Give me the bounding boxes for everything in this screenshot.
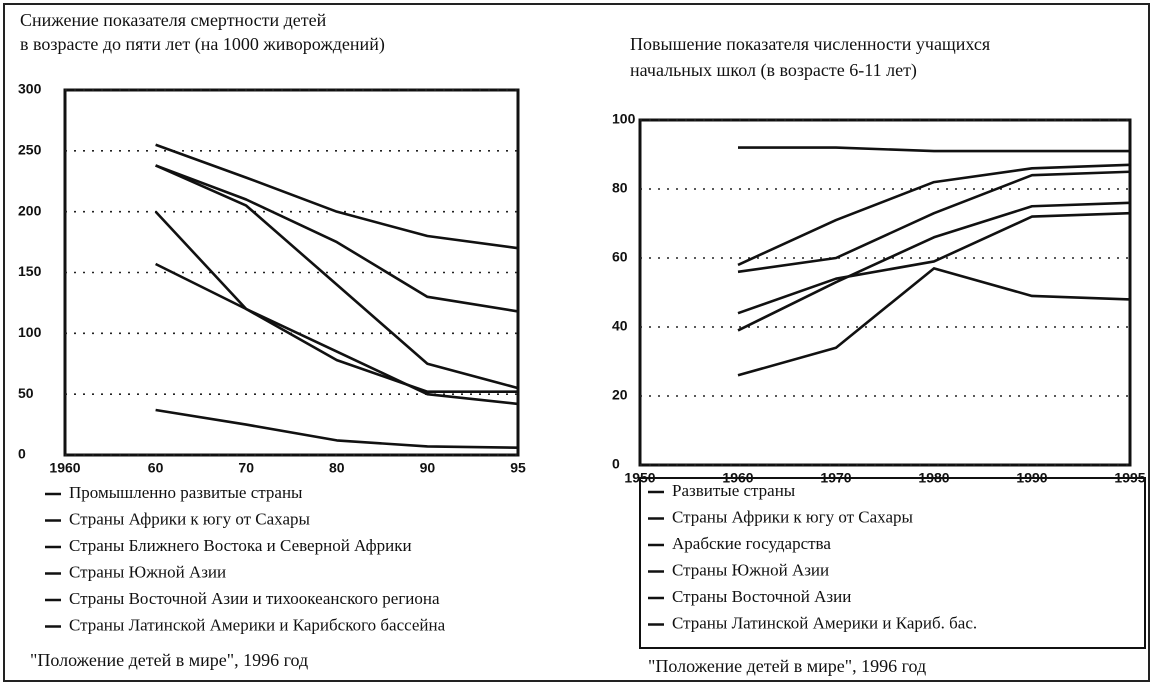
y-tick-label: 100	[612, 111, 636, 127]
legend-label: Арабские государства	[672, 534, 831, 553]
legend-label: Страны Африки к югу от Сахары	[69, 509, 311, 528]
legend-label: Страны Африки к югу от Сахары	[672, 507, 914, 526]
legend-label: Развитые страны	[672, 481, 796, 500]
series-line	[737, 201, 1131, 332]
y-tick-label: 0	[18, 446, 26, 462]
series-line	[155, 164, 519, 390]
legend-frame	[639, 477, 1146, 649]
source: "Положение детей в мире", 1996 год	[648, 656, 926, 676]
y-tick-label: 300	[18, 81, 42, 97]
legend-label: Страны Южной Азии	[672, 560, 829, 579]
x-tick-label: 1970	[820, 470, 851, 486]
y-tick-label: 40	[612, 318, 628, 334]
series-line	[737, 163, 1131, 267]
x-tick-label: 60	[148, 460, 164, 476]
x-tick-label: 1980	[918, 470, 949, 486]
y-tick-label: 100	[18, 324, 42, 340]
series-line	[737, 211, 1131, 315]
y-tick-label: 0	[612, 456, 620, 472]
y-tick-label: 80	[612, 180, 628, 196]
legend-label: Страны Латинской Америки и Кариб. бас.	[672, 613, 977, 632]
plot-frame	[638, 118, 1132, 467]
x-tick-label: 95	[510, 460, 526, 476]
chart-title: Повышение показателя численности учащихс…	[630, 34, 990, 54]
legend-label: Промышленно развитые страны	[69, 483, 303, 502]
series-line	[154, 210, 518, 394]
series-line	[155, 262, 519, 406]
x-tick-label: 70	[238, 460, 254, 476]
chart-title: начальных школ (в возрасте 6-11 лет)	[630, 60, 917, 81]
y-tick-label: 250	[18, 142, 42, 158]
legend-label: Страны Латинской Америки и Карибского ба…	[69, 615, 446, 634]
x-tick-label: 1990	[1016, 470, 1047, 486]
source: "Положение детей в мире", 1996 год	[30, 650, 308, 670]
series-line	[738, 146, 1130, 153]
chart-title: в возрасте до пяти лет (на 1000 живорожд…	[20, 34, 385, 55]
x-tick-label: 90	[420, 460, 436, 476]
legend-label: Страны Восточной Азии	[672, 587, 851, 606]
series-line	[155, 143, 519, 250]
legend-label: Страны Ближнего Востока и Северной Африк…	[69, 536, 412, 555]
legend-label: Страны Южной Азии	[69, 562, 226, 581]
y-tick-label: 60	[612, 249, 628, 265]
x-tick-label: 1995	[1114, 470, 1145, 486]
chart-title: Снижение показателя смертности детей	[20, 10, 327, 30]
y-tick-label: 200	[18, 202, 42, 218]
legend-label: Страны Восточной Азии и тихоокеанского р…	[69, 589, 440, 608]
y-tick-label: 50	[18, 385, 34, 401]
x-tick-label: 1960	[722, 470, 753, 486]
frame	[3, 3, 1150, 682]
y-tick-label: 20	[612, 387, 628, 403]
series-line	[737, 170, 1131, 274]
series-line	[155, 408, 519, 449]
y-tick-label: 150	[18, 263, 42, 279]
series-line	[737, 267, 1131, 377]
x-tick-label: 1960	[49, 460, 80, 476]
x-tick-label: 1950	[624, 470, 655, 486]
series-line	[155, 164, 519, 313]
x-tick-label: 80	[329, 460, 345, 476]
